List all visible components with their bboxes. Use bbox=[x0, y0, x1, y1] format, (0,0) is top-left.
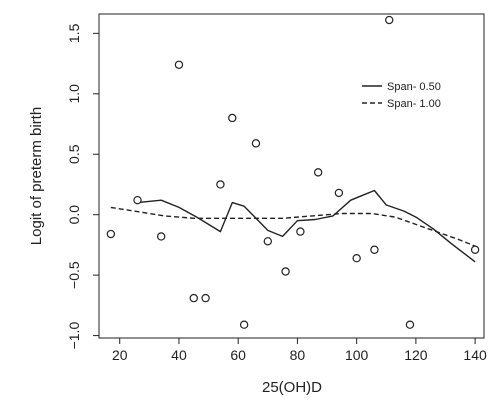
x-tick-label: 120 bbox=[404, 347, 428, 363]
data-point bbox=[281, 267, 290, 276]
data-point bbox=[216, 180, 225, 189]
data-point bbox=[251, 139, 261, 148]
data-points bbox=[106, 15, 480, 329]
data-point bbox=[313, 168, 323, 177]
x-tick-label: 100 bbox=[345, 347, 369, 363]
x-axis: 20 40 60 80 100 120 140 bbox=[112, 338, 487, 363]
legend: Span- 0.50 Span- 1.00 bbox=[362, 81, 441, 110]
data-point bbox=[106, 229, 116, 239]
legend-label: Span- 1.00 bbox=[387, 98, 441, 110]
data-point bbox=[334, 188, 344, 198]
data-point bbox=[405, 320, 415, 329]
x-tick-label: 80 bbox=[290, 347, 306, 363]
data-point bbox=[385, 15, 394, 25]
y-tick-label: −0.5 bbox=[66, 261, 82, 289]
span-1-00-curve bbox=[110, 206, 476, 247]
y-tick-label: 1.0 bbox=[66, 84, 82, 104]
data-point bbox=[352, 254, 361, 263]
span-0-50-curve bbox=[137, 189, 476, 263]
y-tick-label: −1.0 bbox=[66, 322, 82, 350]
data-point bbox=[239, 320, 249, 329]
data-point bbox=[228, 113, 237, 123]
y-axis: −1.0 −0.5 0.0 0.5 1.0 1.5 bbox=[66, 23, 99, 349]
data-point bbox=[174, 60, 184, 69]
data-point bbox=[156, 232, 166, 241]
x-tick-label: 60 bbox=[230, 347, 246, 363]
legend-label: Span- 0.50 bbox=[387, 81, 441, 93]
data-point bbox=[370, 245, 379, 254]
data-point bbox=[263, 237, 273, 246]
data-point bbox=[470, 245, 480, 254]
data-point bbox=[133, 195, 142, 205]
x-tick-label: 40 bbox=[171, 347, 187, 363]
y-tick-label: 0.5 bbox=[66, 144, 82, 164]
data-point bbox=[296, 227, 305, 236]
x-tick-label: 20 bbox=[112, 347, 128, 363]
data-point bbox=[189, 293, 198, 303]
smoothing-curves bbox=[110, 189, 476, 263]
plot-frame bbox=[98, 13, 485, 339]
x-axis-title: 25(OH)D bbox=[262, 379, 322, 396]
x-tick-label: 140 bbox=[463, 347, 487, 363]
data-point bbox=[201, 293, 210, 303]
y-tick-label: 0.0 bbox=[66, 205, 82, 225]
y-tick-label: 1.5 bbox=[66, 23, 82, 43]
y-axis-title: Logit of preterm birth bbox=[28, 107, 45, 245]
